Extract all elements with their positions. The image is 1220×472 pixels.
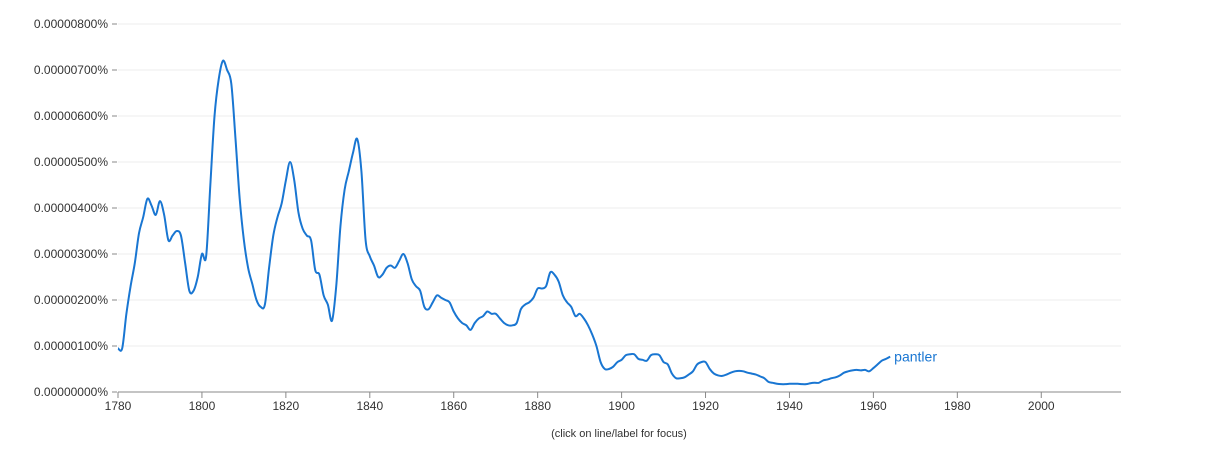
y-tick-label: 0.00000500%	[34, 155, 108, 169]
y-tick-label: 0.00000000%	[34, 385, 108, 399]
x-tick-label: 1920	[692, 399, 719, 413]
series-line-pantler[interactable]	[117, 59, 891, 386]
x-tick-label: 1960	[860, 399, 887, 413]
focus-hint-footnote: (click on line/label for focus)	[551, 428, 687, 440]
y-tick-label: 0.00000300%	[34, 247, 108, 261]
x-tick-label: 1980	[944, 399, 971, 413]
y-tick-label: 0.00000400%	[34, 201, 108, 215]
x-axis: 1780 1800 1820 1840 1860 1880 1900 1920 1940 1960…	[105, 391, 1121, 413]
y-tick-label: 0.00000600%	[34, 109, 108, 123]
y-tick-label: 0.00000200%	[34, 293, 108, 307]
y-tick-label: 0.00000700%	[34, 63, 108, 77]
y-tick-label: 0.00000800%	[34, 17, 108, 31]
series-layer[interactable]: pantler	[117, 59, 937, 386]
x-tick-label: 1820	[273, 399, 300, 413]
y-tick-label: 0.00000100%	[34, 339, 108, 353]
y-axis: 0.00000000% 0.00000100% 0.00000200% 0.00000…	[34, 17, 117, 399]
x-tick-label: 1880	[524, 399, 551, 413]
gridlines	[118, 23, 1121, 347]
x-tick-label: 2000	[1028, 399, 1055, 413]
x-tick-label: 1940	[776, 399, 803, 413]
x-tick-label: 1840	[356, 399, 383, 413]
series-label-pantler[interactable]: pantler	[894, 349, 937, 365]
x-tick-label: 1800	[189, 399, 216, 413]
x-tick-label: 1900	[608, 399, 635, 413]
x-tick-label: 1780	[105, 399, 132, 413]
x-tick-label: 1860	[440, 399, 467, 413]
